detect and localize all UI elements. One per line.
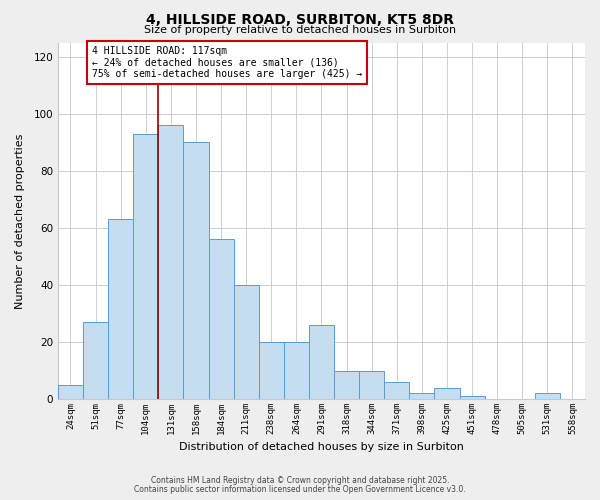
Bar xyxy=(309,325,334,399)
Bar xyxy=(108,220,133,399)
Bar xyxy=(535,394,560,399)
Bar xyxy=(158,125,184,399)
Bar xyxy=(233,285,259,399)
Y-axis label: Number of detached properties: Number of detached properties xyxy=(15,133,25,308)
Bar xyxy=(259,342,284,399)
Text: Size of property relative to detached houses in Surbiton: Size of property relative to detached ho… xyxy=(144,25,456,35)
Bar xyxy=(409,394,434,399)
Text: 4 HILLSIDE ROAD: 117sqm
← 24% of detached houses are smaller (136)
75% of semi-d: 4 HILLSIDE ROAD: 117sqm ← 24% of detache… xyxy=(92,46,362,80)
Text: Contains HM Land Registry data © Crown copyright and database right 2025.: Contains HM Land Registry data © Crown c… xyxy=(151,476,449,485)
Text: 4, HILLSIDE ROAD, SURBITON, KT5 8DR: 4, HILLSIDE ROAD, SURBITON, KT5 8DR xyxy=(146,12,454,26)
Bar xyxy=(184,142,209,399)
Bar xyxy=(284,342,309,399)
Bar xyxy=(460,396,485,399)
Bar xyxy=(434,388,460,399)
Bar xyxy=(359,370,384,399)
Bar xyxy=(83,322,108,399)
Bar xyxy=(58,385,83,399)
Bar xyxy=(133,134,158,399)
X-axis label: Distribution of detached houses by size in Surbiton: Distribution of detached houses by size … xyxy=(179,442,464,452)
Text: Contains public sector information licensed under the Open Government Licence v3: Contains public sector information licen… xyxy=(134,485,466,494)
Bar xyxy=(209,240,233,399)
Bar xyxy=(384,382,409,399)
Bar xyxy=(334,370,359,399)
